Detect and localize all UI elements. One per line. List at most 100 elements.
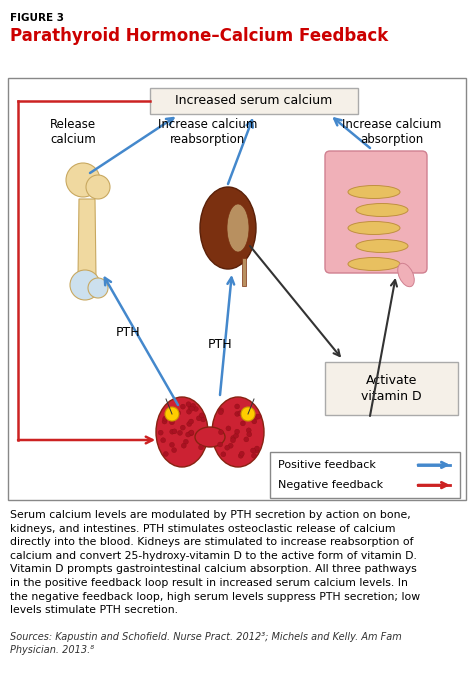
Circle shape (247, 432, 252, 437)
Circle shape (235, 412, 240, 417)
Polygon shape (242, 258, 246, 286)
Circle shape (170, 420, 174, 425)
Circle shape (241, 412, 246, 417)
Ellipse shape (348, 185, 400, 199)
Circle shape (176, 410, 181, 415)
Circle shape (187, 421, 191, 426)
Circle shape (186, 409, 191, 415)
Circle shape (244, 437, 249, 442)
Bar (150, 88, 358, 114)
Circle shape (218, 410, 223, 415)
Circle shape (166, 411, 171, 417)
Circle shape (251, 453, 256, 458)
Text: Release
calcium: Release calcium (50, 118, 96, 146)
Text: Increase calcium
absorption: Increase calcium absorption (342, 118, 442, 146)
Circle shape (189, 419, 193, 424)
Text: Activate
vitamin D: Activate vitamin D (361, 374, 422, 403)
FancyBboxPatch shape (325, 151, 427, 273)
Circle shape (186, 402, 191, 407)
Text: Serum calcium levels are modulated by PTH secretion by action on bone,
kidneys, : Serum calcium levels are modulated by PT… (10, 510, 420, 615)
Circle shape (219, 408, 224, 413)
Circle shape (235, 429, 239, 434)
Circle shape (70, 270, 100, 300)
Circle shape (189, 406, 194, 411)
Circle shape (170, 429, 175, 434)
Text: Positive feedback: Positive feedback (278, 460, 376, 470)
Circle shape (164, 451, 168, 457)
Circle shape (86, 175, 110, 199)
Circle shape (180, 425, 185, 430)
Circle shape (177, 430, 182, 435)
Ellipse shape (348, 257, 400, 271)
Bar (325, 362, 458, 415)
Circle shape (252, 419, 257, 424)
Ellipse shape (156, 397, 208, 467)
Circle shape (173, 409, 178, 414)
Circle shape (191, 403, 196, 408)
Ellipse shape (195, 427, 225, 447)
Circle shape (201, 417, 206, 422)
Polygon shape (78, 199, 96, 277)
Circle shape (66, 163, 100, 197)
Circle shape (193, 406, 198, 412)
Circle shape (181, 404, 185, 409)
Circle shape (235, 404, 240, 409)
Circle shape (181, 443, 186, 448)
Ellipse shape (348, 221, 400, 235)
Circle shape (161, 437, 165, 443)
Ellipse shape (200, 187, 256, 269)
Ellipse shape (356, 203, 408, 217)
Circle shape (170, 442, 174, 447)
Bar (8, 78, 466, 500)
Ellipse shape (227, 204, 249, 252)
Circle shape (186, 432, 191, 437)
Circle shape (228, 444, 233, 448)
Circle shape (221, 452, 226, 457)
Circle shape (172, 448, 177, 453)
Circle shape (248, 414, 253, 419)
Circle shape (248, 415, 253, 419)
Text: Increase calcium
reabsorption: Increase calcium reabsorption (158, 118, 258, 146)
Circle shape (188, 431, 193, 436)
Circle shape (165, 407, 179, 421)
Circle shape (196, 416, 201, 421)
Circle shape (231, 435, 236, 440)
Text: Increased serum calcium: Increased serum calcium (175, 95, 333, 107)
Text: FIGURE 3: FIGURE 3 (10, 13, 64, 23)
Circle shape (88, 278, 108, 298)
Ellipse shape (212, 397, 264, 467)
Circle shape (189, 430, 194, 436)
Text: PTH: PTH (116, 325, 140, 338)
Circle shape (238, 410, 243, 416)
Circle shape (246, 428, 251, 432)
Circle shape (163, 416, 168, 421)
Text: Parathyroid Hormone–Calcium Feedback: Parathyroid Hormone–Calcium Feedback (10, 27, 388, 45)
Circle shape (240, 421, 246, 426)
Circle shape (188, 406, 193, 410)
Ellipse shape (398, 263, 414, 286)
Text: PTH: PTH (208, 338, 232, 352)
Circle shape (189, 430, 194, 435)
Circle shape (254, 448, 259, 453)
Circle shape (255, 446, 259, 451)
Circle shape (256, 414, 261, 419)
Circle shape (162, 419, 167, 424)
Circle shape (158, 430, 163, 435)
Circle shape (254, 415, 259, 419)
Circle shape (234, 433, 238, 438)
Text: Negative feedback: Negative feedback (278, 480, 383, 490)
Circle shape (172, 429, 177, 434)
Circle shape (226, 426, 231, 431)
Circle shape (199, 445, 203, 450)
Circle shape (230, 438, 236, 443)
Circle shape (199, 413, 204, 418)
Circle shape (225, 445, 230, 450)
Circle shape (183, 439, 188, 444)
Circle shape (241, 407, 255, 421)
Circle shape (239, 451, 244, 456)
Circle shape (238, 453, 243, 458)
Circle shape (218, 442, 223, 447)
Text: Sources: Kapustin and Schofield. Nurse Pract. 2012³; Michels and Kelly. Am Fam
P: Sources: Kapustin and Schofield. Nurse P… (10, 632, 402, 655)
Circle shape (250, 448, 255, 453)
Bar (270, 452, 460, 498)
